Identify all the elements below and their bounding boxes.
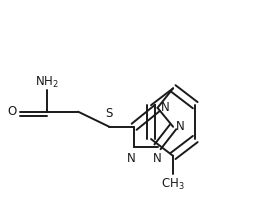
Text: N: N [153,151,162,164]
Text: N: N [161,101,169,114]
Text: S: S [106,107,113,120]
Text: NH$_2$: NH$_2$ [35,75,59,90]
Text: O: O [7,105,16,118]
Text: CH$_3$: CH$_3$ [161,177,185,192]
Text: N: N [176,120,185,133]
Text: N: N [127,151,135,164]
